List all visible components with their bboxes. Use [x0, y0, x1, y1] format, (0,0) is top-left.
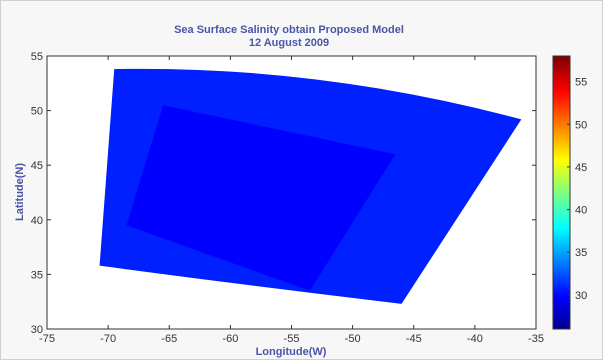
- colorbar-tick-label: 40: [575, 205, 587, 217]
- chart-subtitle: 12 August 2009: [249, 37, 329, 49]
- x-tick-label: -50: [345, 333, 361, 345]
- x-tick-label: -75: [39, 333, 55, 345]
- y-tick-label: 35: [31, 269, 43, 281]
- x-tick-label: -65: [161, 333, 177, 345]
- x-tick-label: -70: [100, 333, 116, 345]
- y-axis: 30 35 40 45 50 55: [31, 51, 536, 336]
- x-tick-label: -55: [284, 333, 300, 345]
- chart-title: Sea Surface Salinity obtain Proposed Mod…: [174, 24, 404, 36]
- colorbar-tick-label: 55: [575, 77, 587, 89]
- y-tick-label: 55: [31, 51, 43, 63]
- colorbar-ticks: 30 35 40 45 50 55: [567, 77, 587, 302]
- colorbar-tick-label: 30: [575, 290, 587, 302]
- x-tick-label: -35: [528, 333, 544, 345]
- data-layer: [99, 68, 522, 304]
- y-tick-label: 30: [31, 324, 43, 336]
- x-tick-label: -60: [222, 333, 238, 345]
- colorbar-tick-label: 50: [575, 119, 587, 131]
- x-axis: -75 -70 -65 -60 -55 -50 -45 -40 -35: [39, 56, 544, 345]
- salinity-inner-scene: [126, 105, 396, 291]
- y-tick-label: 50: [31, 106, 43, 118]
- y-tick-label: 45: [31, 160, 43, 172]
- x-tick-label: -45: [406, 333, 422, 345]
- colorbar-tick-label: 35: [575, 247, 587, 259]
- x-tick-label: -40: [467, 333, 483, 345]
- y-tick-label: 40: [31, 215, 43, 227]
- x-axis-label: Longitude(W): [256, 346, 327, 358]
- y-axis-label: Latitude(N): [14, 163, 26, 221]
- colorbar: [552, 55, 571, 330]
- colorbar-tick-label: 45: [575, 162, 587, 174]
